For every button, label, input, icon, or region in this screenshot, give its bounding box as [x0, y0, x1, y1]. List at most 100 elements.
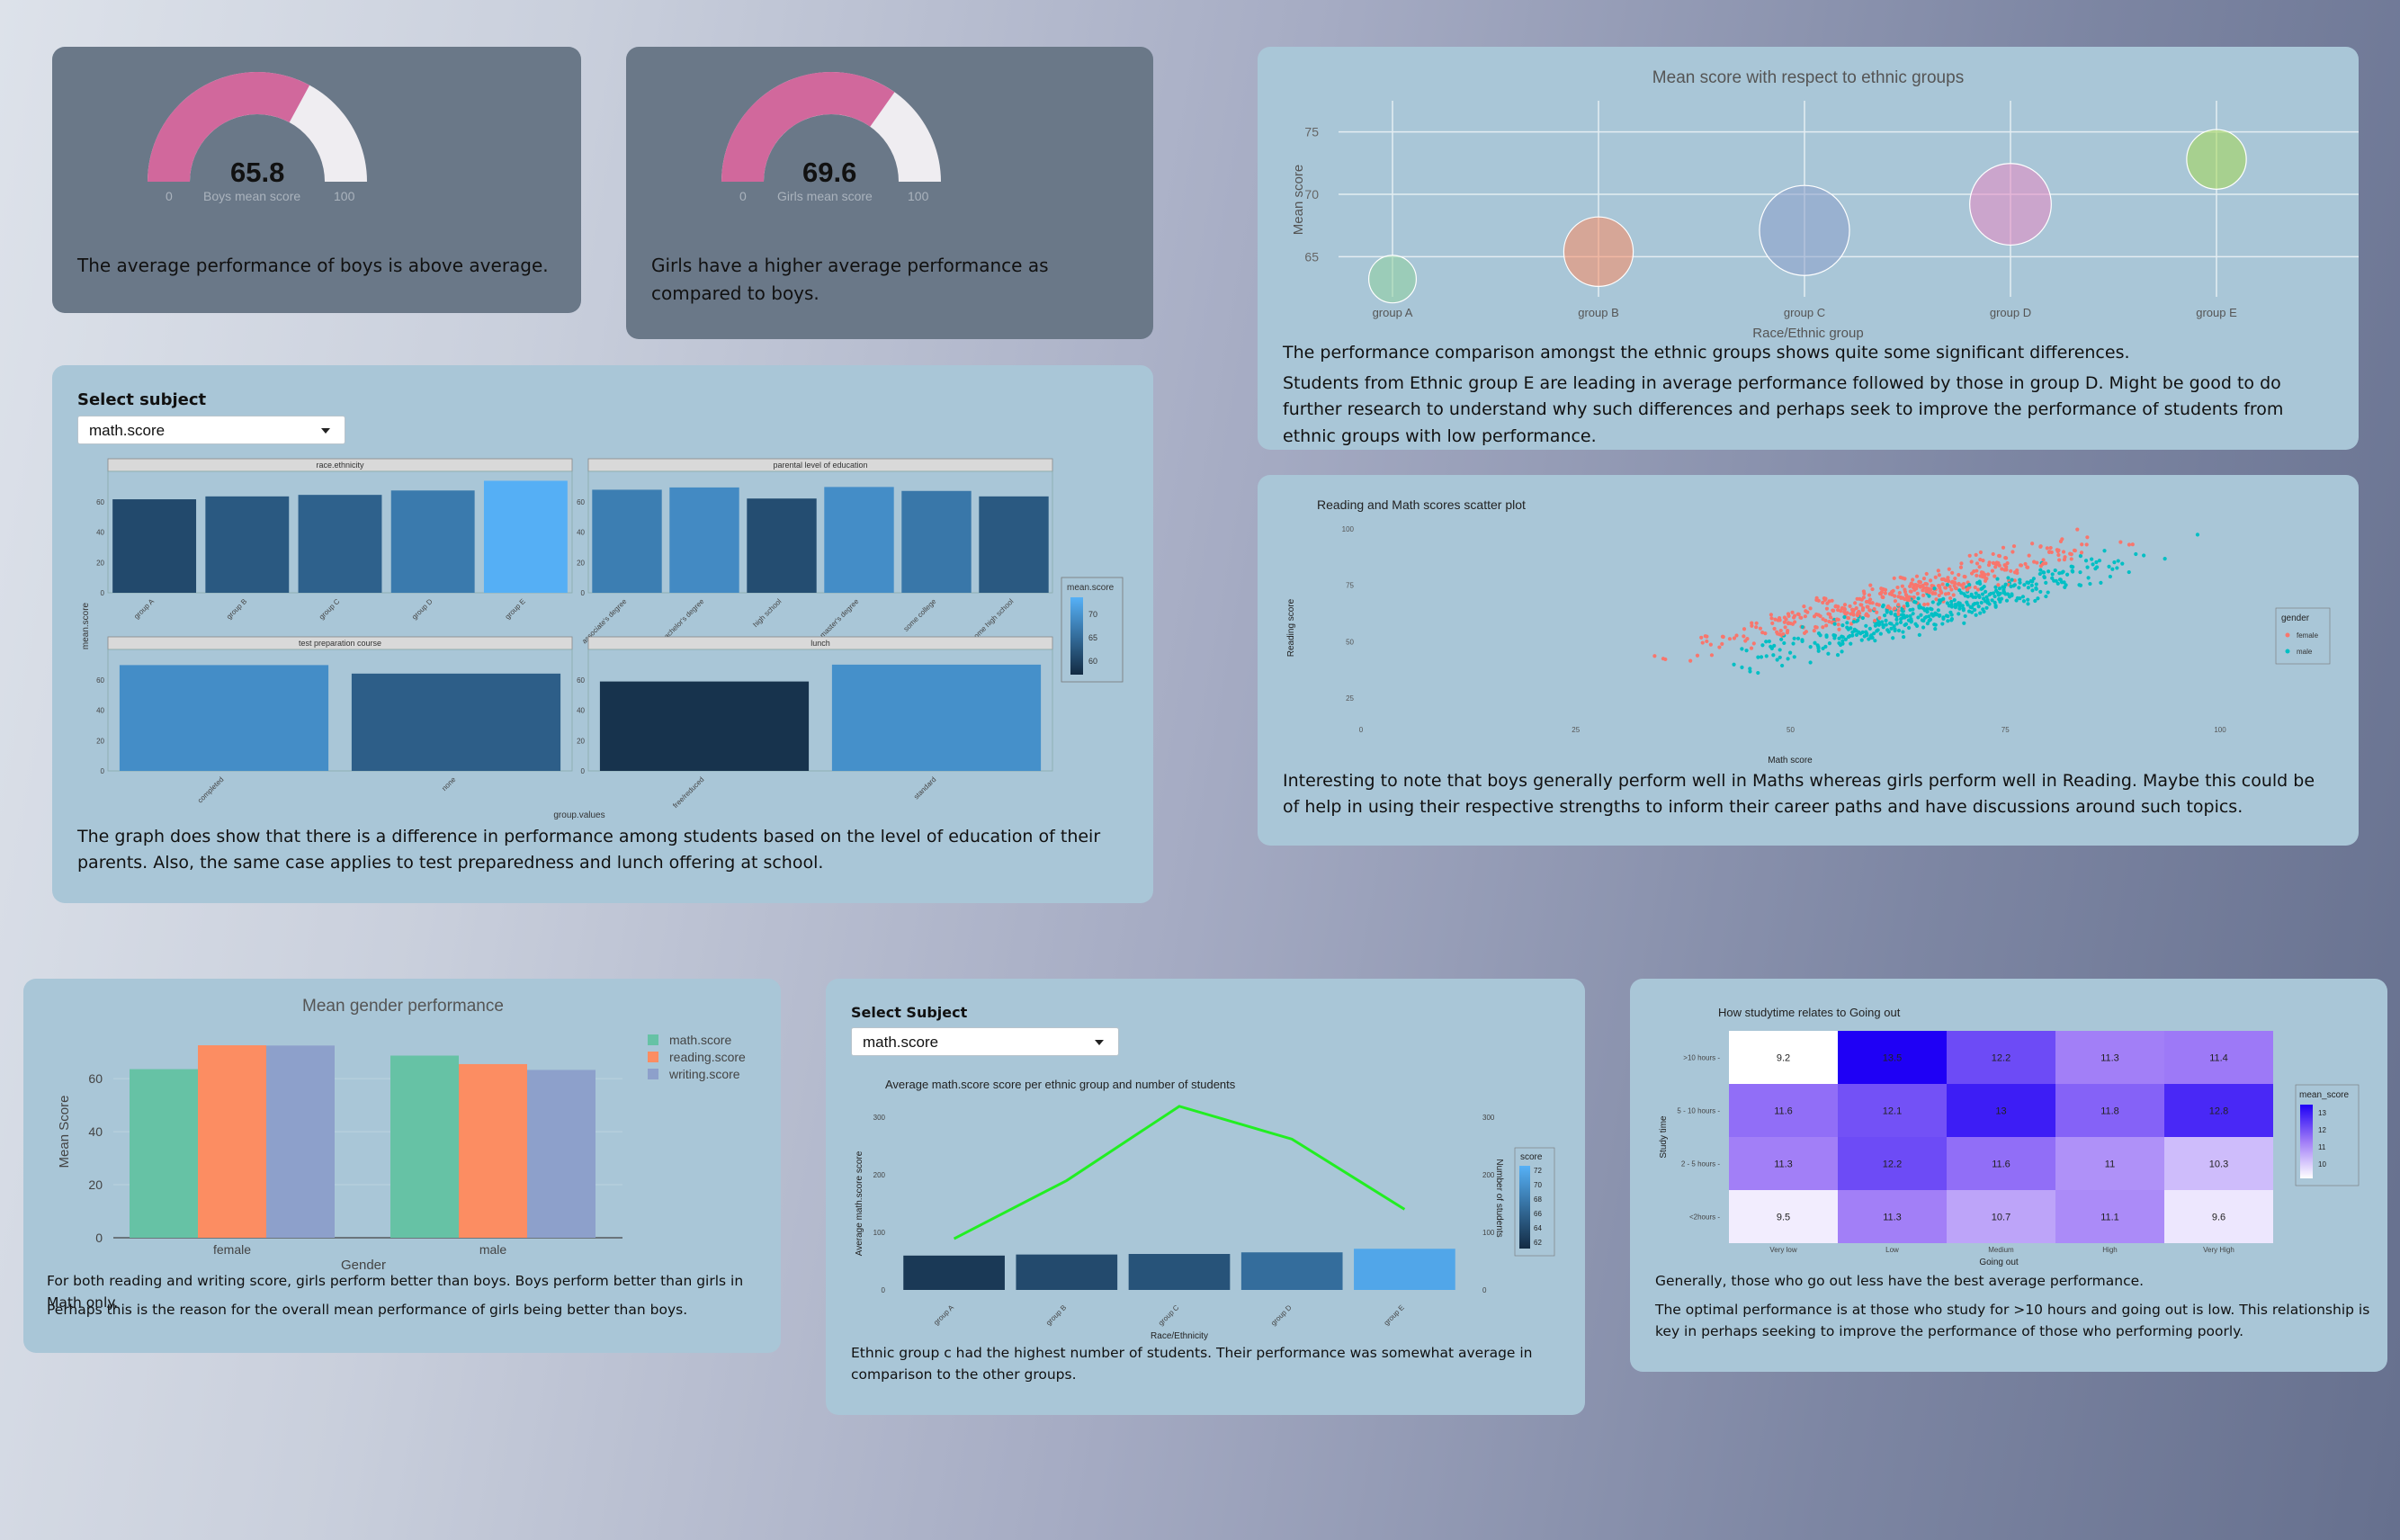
- female-point: [1996, 583, 2001, 587]
- male-point: [1884, 622, 1888, 627]
- gender-bar-card: Mean gender performance 0 20 40 60 female male…: [23, 979, 781, 1353]
- female-point: [1821, 625, 1825, 630]
- male-point: [2054, 578, 2058, 583]
- male-point: [1945, 601, 1950, 605]
- x-tick-label: High: [2102, 1246, 2117, 1254]
- chevron-down-icon: [321, 428, 330, 434]
- female-point: [2127, 542, 2132, 547]
- female-point: [1934, 597, 1939, 602]
- male-point: [1887, 621, 1893, 626]
- male-point: [2083, 559, 2089, 563]
- reading-math-scatter: Reading and Math scores scatter plot 0 25 5…: [1286, 497, 2331, 766]
- studytime-heatmap: How studytime relates to Going out 9.2 13.…: [1659, 1006, 2360, 1267]
- male-point: [2058, 578, 2063, 582]
- female-point: [2047, 550, 2052, 554]
- female-point: [1900, 584, 1904, 588]
- y-axis-label: Average math.score score: [855, 1151, 864, 1256]
- male-point: [1840, 623, 1845, 628]
- female-point: [1830, 598, 1834, 603]
- ethnic-bubble-text-2: Students from Ethnic group E are leading…: [1283, 373, 2284, 446]
- male-point: [2090, 557, 2094, 561]
- y-axis-label: Mean Score: [57, 1096, 72, 1168]
- female-point: [1772, 626, 1777, 631]
- male-point: [1898, 620, 1903, 624]
- female-point: [2056, 552, 2061, 558]
- y-tick-label: 75: [1346, 582, 1354, 590]
- female-point: [1943, 586, 1948, 590]
- male-point: [1854, 632, 1859, 637]
- subject-select[interactable]: math.score: [77, 416, 345, 444]
- male-point: [1949, 617, 1955, 622]
- female-point: [2118, 540, 2123, 544]
- female-point: [1875, 610, 1879, 614]
- male-point: [2088, 581, 2092, 586]
- facet-bar: [112, 499, 197, 593]
- male-point: [1808, 660, 1813, 665]
- male-point: [1862, 634, 1867, 639]
- male-point: [1937, 613, 1942, 618]
- female-point: [1937, 573, 1941, 578]
- legend-tick: 70: [1088, 610, 1097, 619]
- female-point: [1950, 579, 1955, 584]
- male-point: [2069, 564, 2073, 569]
- ethnic-subject-select[interactable]: math.score: [851, 1027, 1119, 1056]
- heatmap-cell-value: 9.5: [1777, 1213, 1790, 1223]
- male-point: [1846, 634, 1851, 640]
- bar-group-C: [1128, 1254, 1231, 1290]
- heatmap-cell: [1729, 1084, 1838, 1137]
- male-point: [1864, 630, 1868, 634]
- female-point: [1813, 624, 1818, 630]
- y-tick-label: 20: [577, 737, 585, 745]
- female-point: [1903, 587, 1907, 592]
- female-point: [1911, 578, 1915, 582]
- female-point: [1750, 623, 1754, 628]
- male-point: [1867, 637, 1871, 641]
- female-point: [1833, 604, 1838, 608]
- facet-panel: [587, 470, 1053, 594]
- female-point: [2012, 570, 2018, 575]
- ethnic-select-label: Select Subject: [851, 1004, 968, 1021]
- male-point: [2097, 559, 2102, 563]
- female-point: [1959, 561, 1964, 566]
- male-point: [1788, 650, 1793, 655]
- subject-facet-card: Select subject math.score race.ethnicity…: [52, 365, 1153, 903]
- male-point: [1899, 617, 1903, 622]
- female-point: [1909, 581, 1913, 586]
- facet-title: test preparation course: [299, 639, 381, 648]
- male-point: [1997, 586, 2002, 591]
- female-point: [1937, 593, 1941, 598]
- male-point: [1903, 622, 1907, 628]
- female-point: [1891, 588, 1895, 593]
- female-point: [1977, 565, 1982, 569]
- female-point: [1903, 593, 1909, 597]
- male-point: [1920, 618, 1924, 622]
- x-tick-label: 75: [2001, 726, 2010, 734]
- y-tick-label: 300: [873, 1114, 886, 1122]
- male-point: [1835, 653, 1840, 658]
- y-axis-label: Study time: [1659, 1115, 1669, 1159]
- female-point: [1961, 581, 1966, 586]
- legend-swatch: [648, 1069, 658, 1079]
- male-point: [2018, 578, 2022, 582]
- male-point: [1930, 613, 1936, 618]
- male-point: [1813, 640, 1817, 645]
- male-point: [1944, 613, 1949, 618]
- female-point: [1775, 630, 1779, 634]
- legend-colorbar: [2300, 1105, 2313, 1178]
- male-point: [1995, 577, 2000, 581]
- male-point: [1993, 594, 1997, 599]
- male-point: [1867, 626, 1872, 631]
- female-point: [1913, 583, 1918, 587]
- male-point: [2007, 595, 2012, 599]
- heatmap-title: How studytime relates to Going out: [1718, 1006, 1901, 1019]
- female-point: [1851, 612, 1856, 616]
- female-point: [1893, 606, 1897, 611]
- y-tick-label: 200: [873, 1171, 886, 1179]
- male-point: [1857, 630, 1861, 634]
- female-point: [1700, 640, 1705, 645]
- male-point: [1932, 622, 1937, 627]
- male-point: [1900, 613, 1904, 617]
- male-point: [1945, 582, 1949, 587]
- scatter-title: Reading and Math scores scatter plot: [1317, 497, 1526, 512]
- x-axis-label: Gender: [341, 1258, 386, 1273]
